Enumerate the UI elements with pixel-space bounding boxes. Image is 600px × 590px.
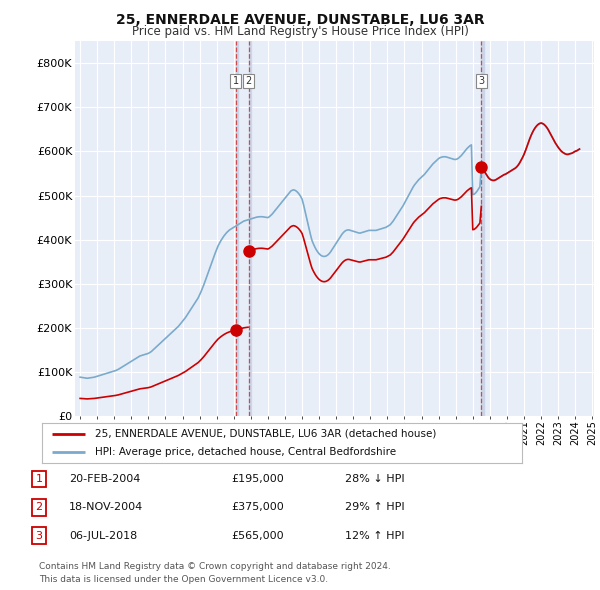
Text: 18-NOV-2004: 18-NOV-2004 — [69, 503, 143, 512]
Text: £375,000: £375,000 — [231, 503, 284, 512]
Text: 25, ENNERDALE AVENUE, DUNSTABLE, LU6 3AR (detached house): 25, ENNERDALE AVENUE, DUNSTABLE, LU6 3AR… — [95, 429, 436, 439]
Text: 28% ↓ HPI: 28% ↓ HPI — [345, 474, 404, 484]
Text: 20-FEB-2004: 20-FEB-2004 — [69, 474, 140, 484]
Text: 29% ↑ HPI: 29% ↑ HPI — [345, 503, 404, 512]
Text: £195,000: £195,000 — [231, 474, 284, 484]
Text: 2: 2 — [35, 503, 43, 512]
Text: Contains HM Land Registry data © Crown copyright and database right 2024.: Contains HM Land Registry data © Crown c… — [39, 562, 391, 571]
Text: 12% ↑ HPI: 12% ↑ HPI — [345, 531, 404, 540]
Text: HPI: Average price, detached house, Central Bedfordshire: HPI: Average price, detached house, Cent… — [95, 447, 396, 457]
Text: This data is licensed under the Open Government Licence v3.0.: This data is licensed under the Open Gov… — [39, 575, 328, 584]
Text: 06-JUL-2018: 06-JUL-2018 — [69, 531, 137, 540]
Bar — [249, 41, 251, 416]
Text: 1: 1 — [35, 474, 43, 484]
Bar — [481, 41, 484, 416]
Text: 2: 2 — [245, 76, 252, 86]
Text: Price paid vs. HM Land Registry's House Price Index (HPI): Price paid vs. HM Land Registry's House … — [131, 25, 469, 38]
Text: 1: 1 — [233, 76, 239, 86]
Text: 3: 3 — [478, 76, 485, 86]
Text: 25, ENNERDALE AVENUE, DUNSTABLE, LU6 3AR: 25, ENNERDALE AVENUE, DUNSTABLE, LU6 3AR — [116, 13, 484, 27]
Text: £565,000: £565,000 — [231, 531, 284, 540]
Bar — [236, 41, 238, 416]
Text: 3: 3 — [35, 531, 43, 540]
